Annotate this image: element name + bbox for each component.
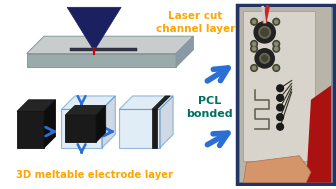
Circle shape: [252, 66, 256, 70]
Polygon shape: [152, 109, 157, 148]
Circle shape: [252, 47, 256, 50]
Circle shape: [273, 65, 280, 71]
Polygon shape: [119, 109, 160, 148]
Text: PCL
bonded: PCL bonded: [186, 96, 233, 119]
Circle shape: [251, 18, 257, 25]
Circle shape: [252, 20, 256, 23]
Circle shape: [262, 56, 267, 61]
Polygon shape: [160, 96, 173, 148]
Text: 3D meltable electrode layer: 3D meltable electrode layer: [15, 170, 173, 180]
Polygon shape: [67, 7, 121, 48]
Circle shape: [277, 123, 284, 130]
Circle shape: [260, 53, 269, 63]
Circle shape: [251, 40, 257, 47]
Polygon shape: [27, 53, 176, 67]
Circle shape: [275, 42, 278, 46]
Polygon shape: [65, 106, 106, 115]
Circle shape: [255, 49, 274, 68]
FancyBboxPatch shape: [237, 5, 334, 184]
Circle shape: [277, 104, 284, 111]
Circle shape: [277, 85, 284, 92]
Polygon shape: [244, 156, 311, 183]
Polygon shape: [65, 115, 96, 142]
Circle shape: [254, 22, 275, 43]
Polygon shape: [102, 96, 115, 148]
Circle shape: [259, 27, 270, 38]
Circle shape: [277, 114, 284, 121]
FancyBboxPatch shape: [244, 11, 315, 160]
Polygon shape: [44, 100, 55, 148]
Polygon shape: [70, 48, 137, 51]
Circle shape: [277, 94, 284, 101]
Polygon shape: [306, 85, 331, 183]
Circle shape: [275, 47, 278, 50]
Polygon shape: [17, 111, 44, 148]
Circle shape: [275, 66, 278, 70]
Polygon shape: [119, 96, 173, 109]
Polygon shape: [27, 36, 194, 53]
Polygon shape: [152, 96, 170, 109]
Polygon shape: [176, 36, 194, 67]
Circle shape: [273, 40, 280, 47]
Circle shape: [251, 45, 257, 52]
Text: Laser cut
channel layer: Laser cut channel layer: [156, 11, 235, 33]
Polygon shape: [96, 106, 106, 142]
Circle shape: [273, 18, 280, 25]
Polygon shape: [17, 100, 55, 111]
Polygon shape: [61, 109, 102, 148]
Polygon shape: [61, 96, 115, 109]
FancyBboxPatch shape: [240, 7, 331, 182]
Circle shape: [275, 20, 278, 23]
Circle shape: [261, 29, 268, 36]
Circle shape: [273, 45, 280, 52]
Circle shape: [251, 65, 257, 71]
Circle shape: [252, 42, 256, 46]
